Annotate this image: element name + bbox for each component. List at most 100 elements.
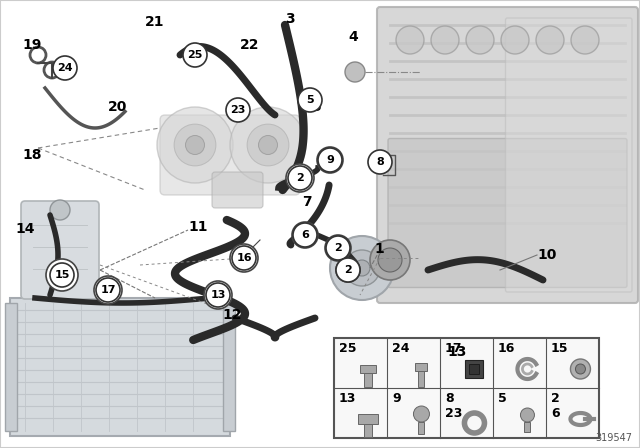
Text: 5: 5 bbox=[312, 100, 322, 114]
Circle shape bbox=[317, 147, 343, 173]
Text: 2: 2 bbox=[344, 265, 352, 275]
Text: 8: 8 bbox=[376, 157, 384, 167]
Circle shape bbox=[157, 107, 233, 183]
Text: 8
23: 8 23 bbox=[445, 392, 462, 420]
Circle shape bbox=[293, 223, 317, 247]
Circle shape bbox=[174, 124, 216, 166]
Text: 6: 6 bbox=[301, 230, 309, 240]
Text: 18: 18 bbox=[22, 148, 42, 162]
Text: 2: 2 bbox=[296, 173, 304, 183]
Circle shape bbox=[325, 235, 351, 261]
Text: 12: 12 bbox=[222, 308, 241, 322]
Circle shape bbox=[396, 26, 424, 54]
Text: 13: 13 bbox=[447, 345, 467, 359]
Circle shape bbox=[326, 236, 350, 260]
Circle shape bbox=[336, 258, 360, 282]
Text: 17: 17 bbox=[445, 342, 463, 355]
Text: 10: 10 bbox=[537, 248, 556, 262]
Text: 16: 16 bbox=[236, 253, 252, 263]
Circle shape bbox=[345, 62, 365, 82]
Bar bbox=[419, 422, 424, 434]
Circle shape bbox=[50, 263, 74, 287]
Circle shape bbox=[336, 258, 360, 282]
Circle shape bbox=[46, 259, 78, 291]
Circle shape bbox=[206, 283, 230, 307]
Text: 14: 14 bbox=[15, 222, 35, 236]
Circle shape bbox=[571, 26, 599, 54]
Text: 9: 9 bbox=[326, 155, 334, 165]
Bar bbox=[223, 303, 235, 431]
Circle shape bbox=[204, 281, 232, 309]
Bar bbox=[470, 364, 479, 374]
Circle shape bbox=[520, 408, 534, 422]
Circle shape bbox=[226, 98, 250, 122]
Bar bbox=[358, 414, 378, 424]
Circle shape bbox=[536, 26, 564, 54]
Circle shape bbox=[230, 107, 306, 183]
Circle shape bbox=[431, 26, 459, 54]
Circle shape bbox=[259, 135, 278, 155]
Text: 5: 5 bbox=[498, 392, 507, 405]
Circle shape bbox=[344, 250, 380, 286]
Circle shape bbox=[288, 166, 312, 190]
Text: 24: 24 bbox=[57, 63, 73, 73]
Text: 17: 17 bbox=[100, 285, 116, 295]
Text: 11: 11 bbox=[188, 220, 207, 234]
Circle shape bbox=[501, 26, 529, 54]
Circle shape bbox=[286, 164, 314, 192]
Circle shape bbox=[575, 364, 586, 374]
FancyBboxPatch shape bbox=[21, 201, 99, 299]
Circle shape bbox=[96, 278, 120, 302]
Circle shape bbox=[292, 222, 318, 248]
Circle shape bbox=[466, 26, 494, 54]
Text: 5: 5 bbox=[306, 95, 314, 105]
Circle shape bbox=[298, 88, 322, 112]
Bar bbox=[334, 338, 599, 438]
Text: 21: 21 bbox=[145, 15, 164, 29]
Text: 3: 3 bbox=[285, 12, 294, 26]
Text: 9: 9 bbox=[392, 392, 401, 405]
Text: 13: 13 bbox=[339, 392, 356, 405]
Text: 16: 16 bbox=[498, 342, 515, 355]
Text: 25: 25 bbox=[339, 342, 356, 355]
Circle shape bbox=[570, 359, 591, 379]
Bar bbox=[364, 373, 372, 387]
Bar bbox=[364, 424, 372, 437]
Text: 19: 19 bbox=[22, 38, 42, 52]
Circle shape bbox=[53, 56, 77, 80]
Text: 20: 20 bbox=[108, 100, 127, 114]
Text: 1: 1 bbox=[374, 242, 384, 256]
Text: 23: 23 bbox=[230, 105, 246, 115]
Text: 24: 24 bbox=[392, 342, 410, 355]
Text: 25: 25 bbox=[188, 50, 203, 60]
FancyBboxPatch shape bbox=[160, 115, 300, 195]
Bar bbox=[360, 365, 376, 373]
Text: 4: 4 bbox=[348, 30, 358, 44]
Circle shape bbox=[354, 260, 370, 276]
Circle shape bbox=[368, 150, 392, 174]
Text: 22: 22 bbox=[240, 38, 259, 52]
Bar bbox=[10, 298, 230, 436]
Text: 7: 7 bbox=[302, 195, 312, 209]
Circle shape bbox=[413, 406, 429, 422]
Circle shape bbox=[318, 148, 342, 172]
FancyBboxPatch shape bbox=[388, 138, 627, 288]
Circle shape bbox=[94, 276, 122, 304]
Bar bbox=[524, 422, 531, 432]
Circle shape bbox=[247, 124, 289, 166]
Bar bbox=[5, 303, 17, 431]
Text: 319547: 319547 bbox=[595, 433, 632, 443]
FancyBboxPatch shape bbox=[212, 172, 263, 208]
Circle shape bbox=[232, 246, 256, 270]
Circle shape bbox=[230, 244, 258, 272]
Text: 2
6: 2 6 bbox=[551, 392, 560, 420]
Text: 13: 13 bbox=[211, 290, 226, 300]
Circle shape bbox=[183, 43, 207, 67]
Bar bbox=[415, 363, 428, 371]
Circle shape bbox=[330, 236, 394, 300]
Text: 15: 15 bbox=[54, 270, 70, 280]
FancyBboxPatch shape bbox=[506, 18, 632, 292]
Circle shape bbox=[370, 240, 410, 280]
Circle shape bbox=[50, 200, 70, 220]
FancyBboxPatch shape bbox=[377, 7, 638, 303]
